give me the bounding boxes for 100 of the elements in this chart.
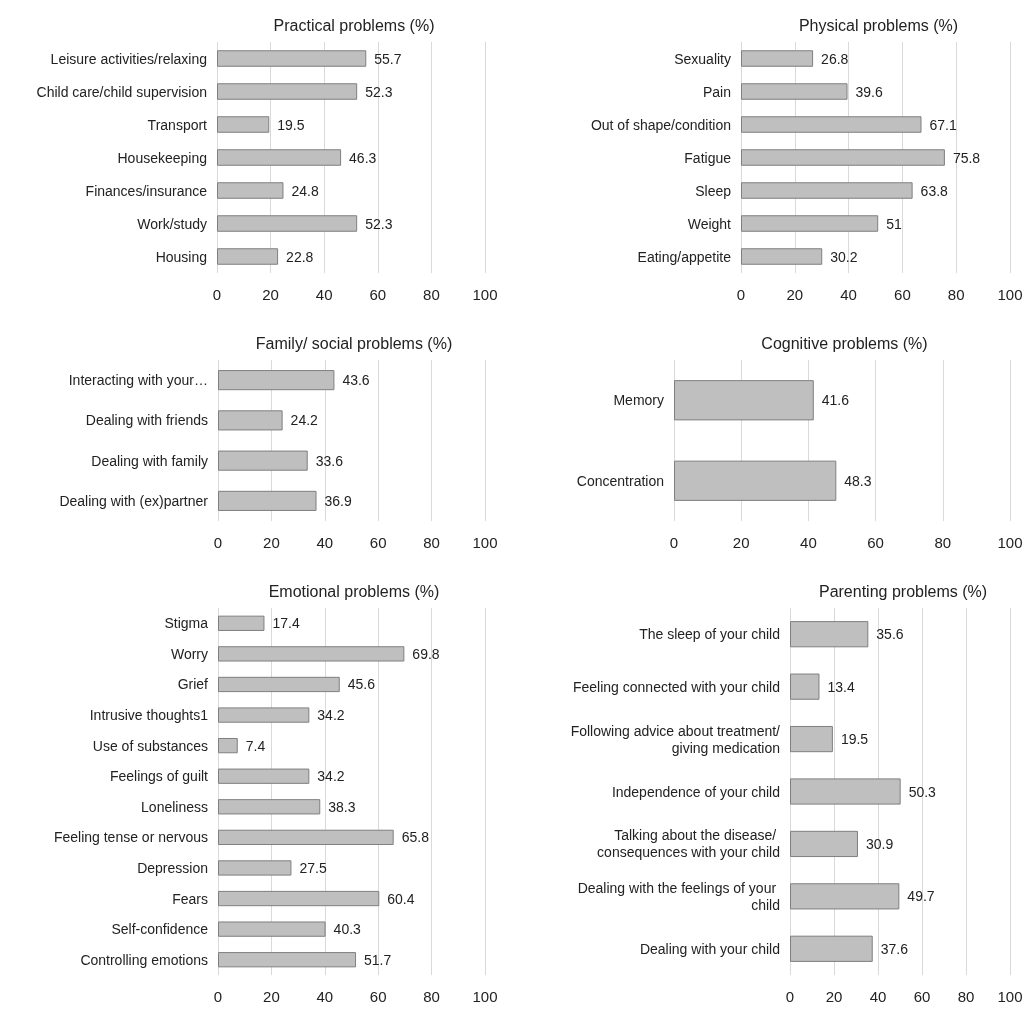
data-label: 55.7	[374, 50, 402, 67]
y-tick-label: Use of substances	[92, 737, 208, 754]
bar	[790, 830, 858, 858]
data-label: 37.6	[880, 940, 909, 957]
y-tick-label: Memory	[613, 392, 664, 409]
y-tick-label: Out of shape/condition	[590, 116, 731, 133]
data-label: 43.6	[342, 372, 370, 389]
y-tick-label: Dealing with family	[91, 452, 208, 469]
y-tick-label: Fears	[172, 890, 208, 907]
x-tick-label: 40	[316, 534, 334, 551]
bar	[790, 778, 901, 805]
bar	[790, 673, 820, 700]
y-tick-label: Dealing with (ex)partner	[59, 492, 209, 509]
bar	[218, 921, 326, 937]
y-tick-label: Work/study	[137, 215, 207, 232]
x-tick-label: 80	[423, 988, 440, 1005]
data-label: 75.8	[952, 149, 981, 166]
data-label: 52.3	[365, 83, 393, 100]
data-label: 40.3	[333, 921, 362, 938]
data-label: 48.3	[844, 472, 872, 489]
data-label: 33.6	[315, 452, 344, 469]
bar	[790, 883, 900, 910]
y-tick-label: Transport	[147, 116, 208, 133]
bar	[741, 149, 945, 166]
data-label: 27.5	[299, 859, 327, 876]
x-tick-label: 40	[869, 988, 887, 1005]
data-label: 45.6	[347, 676, 376, 693]
data-label: 67.1	[929, 116, 957, 133]
x-tick-label: 0	[213, 534, 223, 551]
chart-title: Parenting problems (%)	[818, 582, 988, 600]
data-label: 51	[886, 215, 902, 232]
data-label: 38.3	[328, 798, 356, 815]
y-tick-label: Sexuality	[674, 50, 731, 67]
x-tick-label: 0	[212, 286, 222, 303]
bar	[741, 50, 814, 67]
y-tick-label: Feeling tense or nervous	[53, 829, 208, 846]
y-tick-label: Dealing with your child	[639, 940, 780, 957]
y-tick-label: Worry	[170, 645, 208, 662]
data-label: 69.8	[412, 645, 440, 662]
bar	[218, 768, 310, 784]
x-tick-label: 20	[825, 988, 843, 1005]
x-tick-label: 20	[262, 286, 279, 303]
x-tick-label: 40	[316, 988, 334, 1005]
y-tick-label: Fatigue	[684, 149, 732, 166]
x-tick-label: 60	[894, 286, 911, 303]
x-tick-label: 60	[369, 286, 387, 303]
bar	[218, 952, 357, 968]
bar	[218, 615, 265, 631]
x-tick-label: 80	[934, 534, 952, 551]
bar	[217, 215, 358, 232]
y-tick-label: Self-confidence	[111, 921, 209, 938]
bar	[790, 935, 873, 962]
y-tick-label: Feeling connected with your child	[572, 678, 780, 695]
chart-title: Emotional problems (%)	[268, 582, 440, 600]
data-label: 51.7	[364, 951, 392, 968]
bar	[218, 860, 292, 876]
x-tick-label: 20	[263, 534, 280, 551]
data-label: 63.8	[920, 182, 949, 199]
data-label: 36.9	[324, 492, 352, 509]
x-tick-label: 60	[913, 988, 931, 1005]
data-label: 60.4	[387, 890, 415, 907]
bar	[217, 182, 284, 199]
bar	[217, 116, 270, 133]
chart-title: Physical problems (%)	[798, 16, 959, 34]
data-label: 13.4	[827, 678, 855, 695]
y-tick-label: Finances/insurance	[85, 182, 208, 199]
x-tick-label: 20	[263, 988, 280, 1005]
x-tick-label: 100	[997, 534, 1023, 551]
x-tick-label: 80	[423, 286, 440, 303]
bar	[790, 621, 869, 648]
x-tick-label: 80	[423, 534, 440, 551]
data-label: 34.2	[317, 768, 345, 785]
data-label: 30.9	[865, 835, 894, 852]
bar	[218, 890, 380, 907]
x-tick-label: 0	[785, 988, 795, 1005]
y-tick-label: Interacting with your…	[68, 372, 208, 389]
y-tick-label: Controlling emotions	[80, 951, 208, 968]
y-tick-label: The sleep of your child	[639, 626, 780, 643]
data-label: 30.2	[830, 248, 858, 265]
data-label: 17.4	[272, 615, 300, 632]
x-tick-label: 40	[315, 286, 333, 303]
chart-title: Cognitive problems (%)	[761, 334, 928, 352]
bar	[217, 248, 279, 265]
x-tick-label: 100	[472, 988, 498, 1005]
bar	[218, 450, 308, 471]
x-tick-label: 80	[957, 988, 975, 1005]
y-tick-label: Talking about the disease/ consequences with your child	[597, 827, 780, 861]
x-tick-label: 60	[867, 534, 884, 551]
x-tick-label: 60	[369, 534, 387, 551]
bar	[790, 725, 833, 753]
x-tick-label: 20	[732, 534, 750, 551]
y-tick-label: Eating/appetite	[637, 248, 732, 265]
data-label: 22.8	[286, 248, 314, 265]
y-tick-label: Pain	[702, 83, 731, 100]
x-tick-label: 20	[786, 286, 804, 303]
y-tick-label: Concentration	[576, 472, 664, 489]
y-tick-label: Dealing with the feelings of your child	[577, 879, 780, 913]
x-tick-label: 60	[369, 988, 387, 1005]
x-tick-label: 100	[472, 286, 498, 303]
bar	[218, 707, 310, 723]
